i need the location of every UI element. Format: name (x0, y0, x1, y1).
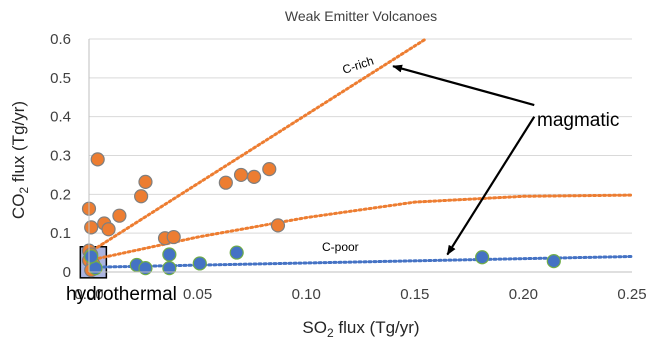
chart-title: Weak Emitter Volcanoes (285, 8, 437, 24)
y-tick-label: 0 (63, 264, 71, 281)
data-point (162, 261, 177, 276)
axes (88, 39, 632, 273)
data-point (246, 169, 262, 184)
data-point (270, 218, 286, 233)
data-point (112, 208, 127, 223)
y-tick-label: 0.4 (50, 109, 71, 126)
data-point (90, 152, 105, 167)
data-point (138, 174, 153, 190)
data-point (546, 254, 561, 269)
data-point (84, 220, 99, 235)
y-tick-label: 0.1 (50, 225, 71, 242)
data-point (475, 250, 490, 265)
data-point (218, 175, 233, 190)
y-tick-label: 0.2 (50, 186, 71, 203)
arrow (446, 116, 536, 256)
trendline (87, 255, 634, 269)
y-tick-label: 0.6 (50, 31, 71, 48)
data-point (138, 261, 153, 276)
x-tick-label: 0.10 (292, 286, 321, 303)
y-axis-title: CO2 flux (Tg/yr) (9, 101, 31, 219)
data-points (81, 152, 561, 278)
tick-labels: 0.00 0.05 0.10 0.15 0.20 0.25 0 0.1 0.2 0.3 0.4 0.5… (50, 31, 646, 303)
data-point (134, 189, 149, 204)
x-tick-label: 0.15 (400, 286, 429, 303)
hydrothermal-label: hydrothermal (66, 284, 177, 305)
x-tick-label: 0.20 (509, 286, 538, 303)
arrow (392, 64, 535, 107)
data-point (192, 256, 207, 271)
x-tick-label: 0.25 (617, 286, 646, 303)
c-poor-label: C-poor (322, 240, 359, 254)
y-tick-label: 0.3 (50, 148, 71, 165)
x-tick-label: 0.05 (183, 286, 212, 303)
annotation-arrows (392, 64, 536, 256)
data-point (84, 249, 99, 264)
magmatic-label: magmatic (537, 110, 619, 131)
x-axis-title: SO2 flux (Tg/yr) (302, 318, 419, 340)
data-point (233, 167, 249, 183)
data-point (101, 222, 116, 237)
data-point (262, 161, 277, 177)
data-point (166, 229, 181, 245)
x-tick-label: 0.00 (74, 286, 103, 303)
data-point (162, 247, 177, 262)
trendline (87, 37, 428, 255)
y-tick-label: 0.5 (50, 70, 71, 87)
data-point (88, 261, 103, 276)
data-point (229, 245, 244, 260)
c-rich-label: C-rich (341, 54, 376, 77)
